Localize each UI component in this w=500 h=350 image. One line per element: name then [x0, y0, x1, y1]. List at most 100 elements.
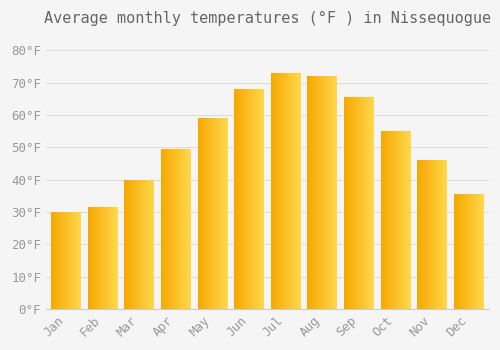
Bar [401, 131, 402, 309]
Bar [235, 89, 236, 309]
Bar [253, 89, 254, 309]
Bar [350, 97, 351, 309]
Bar [247, 89, 248, 309]
Bar [429, 160, 430, 309]
Bar [60, 212, 61, 309]
Bar [427, 160, 428, 309]
Bar [334, 76, 335, 309]
Bar [168, 149, 169, 309]
Bar [312, 76, 314, 309]
Bar [54, 212, 55, 309]
Bar [288, 73, 289, 309]
Bar [116, 207, 117, 309]
Bar [148, 180, 149, 309]
Bar [149, 180, 150, 309]
Bar [250, 89, 252, 309]
Bar [141, 180, 142, 309]
Bar [356, 97, 357, 309]
Bar [190, 149, 191, 309]
Bar [328, 76, 329, 309]
Bar [204, 118, 205, 309]
Bar [316, 76, 317, 309]
Bar [217, 118, 218, 309]
Bar [210, 118, 211, 309]
Bar [441, 160, 442, 309]
Bar [472, 194, 474, 309]
Bar [286, 73, 288, 309]
Bar [237, 89, 238, 309]
Bar [464, 194, 465, 309]
Bar [314, 76, 315, 309]
Bar [80, 212, 81, 309]
Bar [285, 73, 286, 309]
Bar [129, 180, 130, 309]
Bar [58, 212, 59, 309]
Bar [135, 180, 136, 309]
Bar [355, 97, 356, 309]
Bar [299, 73, 300, 309]
Bar [223, 118, 224, 309]
Bar [430, 160, 432, 309]
Bar [106, 207, 108, 309]
Bar [386, 131, 388, 309]
Bar [288, 73, 290, 309]
Bar [209, 118, 210, 309]
Bar [136, 180, 137, 309]
Bar [205, 118, 206, 309]
Bar [311, 76, 312, 309]
Bar [371, 97, 372, 309]
Bar [254, 89, 255, 309]
Bar [96, 207, 98, 309]
Bar [274, 73, 276, 309]
Bar [281, 73, 282, 309]
Bar [76, 212, 78, 309]
Bar [240, 89, 241, 309]
Bar [361, 97, 362, 309]
Bar [170, 149, 172, 309]
Bar [310, 76, 311, 309]
Bar [282, 73, 283, 309]
Bar [125, 180, 126, 309]
Bar [406, 131, 407, 309]
Bar [105, 207, 106, 309]
Bar [162, 149, 163, 309]
Bar [90, 207, 91, 309]
Bar [198, 118, 199, 309]
Bar [294, 73, 295, 309]
Bar [294, 73, 296, 309]
Bar [422, 160, 423, 309]
Bar [356, 97, 358, 309]
Bar [67, 212, 68, 309]
Bar [221, 118, 222, 309]
Bar [262, 89, 264, 309]
Bar [424, 160, 426, 309]
Bar [308, 76, 309, 309]
Bar [244, 89, 246, 309]
Bar [260, 89, 261, 309]
Bar [78, 212, 79, 309]
Bar [396, 131, 397, 309]
Bar [349, 97, 350, 309]
Bar [324, 76, 326, 309]
Bar [182, 149, 184, 309]
Bar [124, 180, 125, 309]
Bar [442, 160, 444, 309]
Bar [176, 149, 178, 309]
Bar [358, 97, 359, 309]
Bar [423, 160, 424, 309]
Bar [93, 207, 94, 309]
Bar [481, 194, 482, 309]
Bar [391, 131, 392, 309]
Bar [439, 160, 440, 309]
Bar [108, 207, 109, 309]
Bar [372, 97, 374, 309]
Bar [474, 194, 475, 309]
Bar [179, 149, 180, 309]
Bar [132, 180, 134, 309]
Bar [388, 131, 389, 309]
Bar [362, 97, 363, 309]
Bar [323, 76, 324, 309]
Bar [180, 149, 181, 309]
Bar [322, 76, 323, 309]
Bar [216, 118, 217, 309]
